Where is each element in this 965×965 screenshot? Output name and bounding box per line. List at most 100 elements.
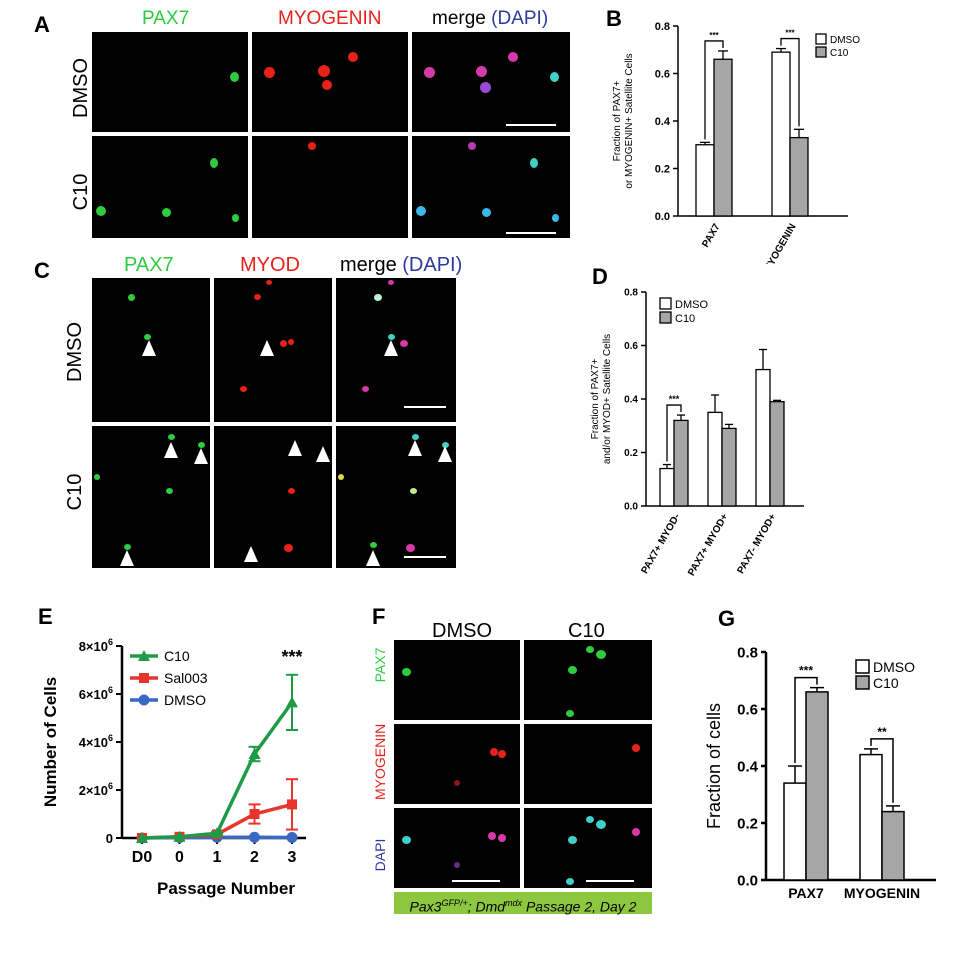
chart-g: 0.0 0.2 0.4 0.6 0.8 Fraction of cells PAX7 MYOG…: [704, 644, 936, 901]
micrograph-a-dmso-myogenin: [252, 32, 408, 132]
cell: [166, 488, 173, 494]
y-tick-exponent: 6: [108, 781, 113, 791]
y-axis-label: Fraction of PAX7+: [590, 359, 601, 440]
bar-dmso: [755, 368, 771, 507]
chart-e: 0 2×106 4×106 6×106 8×106 D0 0 1 2 3 Passage Numbe…: [41, 637, 306, 898]
cell: [280, 340, 287, 347]
scale-bar: [404, 556, 446, 558]
y-tick-exponent: 6: [108, 733, 113, 743]
x-tick-label: 1: [213, 849, 222, 866]
micrograph-c-c10-merge: [336, 426, 456, 568]
panel-label-a: A: [34, 12, 50, 37]
cell: [454, 780, 460, 786]
data-point: [211, 827, 223, 839]
cell: [480, 82, 491, 93]
data-point: [286, 696, 298, 708]
micrograph-f-c10-myogenin: [524, 724, 652, 804]
bar-dmso: [783, 782, 807, 881]
x-tick-label: PAX7- MYOD+: [735, 512, 778, 576]
scale-bar: [506, 232, 556, 234]
cell: [388, 334, 395, 340]
panel-label-e: E: [38, 604, 53, 629]
legend-label: C10: [873, 675, 899, 691]
cell: [508, 52, 518, 62]
cell: [410, 488, 417, 494]
panel-c-col-title-myod: MYOD: [240, 254, 300, 276]
y-tick-label: 0.2: [655, 163, 670, 175]
micrograph-c-dmso-pax7: [92, 278, 210, 422]
series-line-c10: [141, 701, 294, 840]
panel-label-f: F: [372, 604, 386, 629]
x-tick-label: D0: [132, 849, 153, 866]
legend-label: DMSO: [830, 35, 860, 46]
legend-label: DMSO: [164, 692, 206, 708]
panel-a-col-title-merge: merge (DAPI): [432, 8, 549, 29]
y-tick-label: 0.6: [737, 701, 758, 718]
legend-swatch: [815, 46, 827, 58]
micrograph-a-c10-pax7: [92, 136, 248, 238]
scale-bar: [404, 406, 446, 408]
panel-a-row-label-c10: C10: [70, 173, 92, 211]
y-axis-label: and/or MYOD+ Satellite Cells: [602, 334, 613, 464]
y-tick-label: 0.0: [737, 872, 758, 889]
panel-a-col-title-pax7: PAX7: [142, 8, 190, 29]
bar-dmso: [707, 411, 723, 507]
bar-dmso: [659, 467, 675, 507]
arrowhead-icon: [384, 340, 398, 356]
x-tick-label: MYOGENIN: [844, 885, 920, 901]
cell: [374, 294, 382, 301]
cell: [124, 544, 131, 550]
micrograph-a-dmso-pax7: [92, 32, 248, 132]
data-point: [249, 831, 260, 843]
y-tick-label: 8×106: [79, 637, 113, 654]
cell: [266, 280, 272, 285]
y-tick-label: 2×106: [79, 781, 113, 798]
legend-label: Sal003: [164, 670, 208, 686]
scale-bar: [586, 880, 634, 882]
cell: [232, 214, 239, 222]
significance-bracket: [666, 404, 682, 462]
micrograph-f-dmso-dapi: [394, 808, 520, 888]
y-tick-label: 0.4: [624, 395, 638, 406]
cell: [568, 666, 577, 674]
y-axis-label: Fraction of PAX7+: [612, 81, 623, 162]
arrowhead-icon: [244, 546, 258, 562]
cell: [468, 142, 476, 150]
significance-bracket: [870, 738, 894, 803]
significance-label: ***: [709, 31, 719, 40]
arrowhead-icon: [316, 446, 330, 462]
significance-bracket: [704, 40, 724, 140]
cell: [402, 836, 411, 844]
x-axis-label: Passage Number: [157, 879, 295, 898]
scale-bar: [506, 124, 556, 126]
micrograph-f-c10-dapi: [524, 808, 652, 888]
data-point: [173, 830, 186, 842]
bar-c10: [881, 810, 905, 881]
x-tick-label: 0: [175, 849, 184, 866]
y-tick-label: 0.2: [737, 815, 758, 832]
significance-label: ***: [785, 29, 795, 38]
panel-label-b: B: [606, 6, 622, 31]
y-tick-label: 0.6: [624, 341, 638, 352]
x-tick-label: PAX7: [788, 885, 824, 901]
cell: [288, 488, 295, 494]
data-point: [287, 799, 297, 810]
cell: [284, 544, 293, 552]
y-axis-label: Fraction of cells: [704, 703, 724, 829]
significance-label: ***: [281, 647, 302, 667]
legend-swatch: [855, 675, 870, 690]
panel-c-row-label-dmso: DMSO: [64, 322, 86, 382]
micrograph-a-dmso-merge: [412, 32, 570, 132]
cell: [198, 442, 205, 448]
cell: [388, 280, 394, 285]
panel-c-row-label-c10: C10: [64, 473, 86, 511]
bar-dmso: [695, 144, 715, 217]
cell: [596, 650, 606, 659]
panel-f-col-title-dmso: DMSO: [432, 620, 492, 642]
cell: [586, 816, 594, 823]
y-tick-label: 0.0: [624, 502, 638, 513]
panel-label-d: D: [592, 264, 608, 289]
y-tick-label: 0.4: [655, 116, 671, 128]
cell: [230, 72, 239, 82]
y-tick-label: 0.4: [737, 758, 759, 775]
